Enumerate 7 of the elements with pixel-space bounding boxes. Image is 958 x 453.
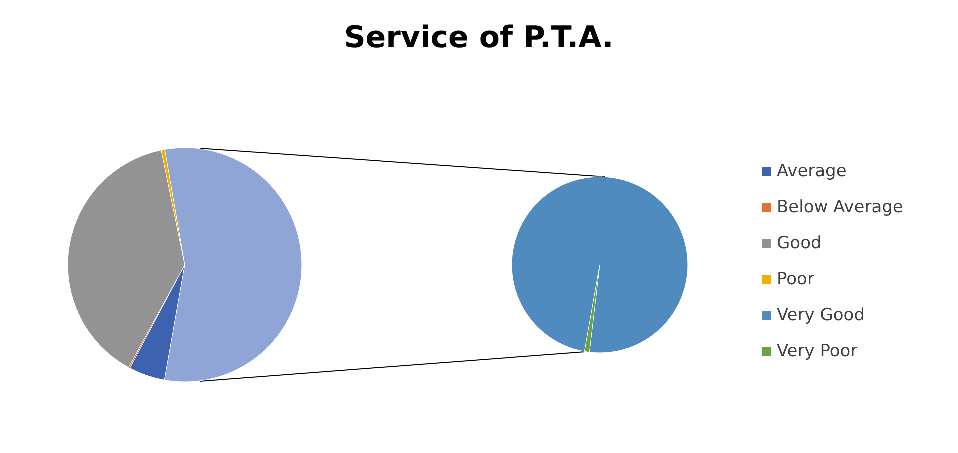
chart-title: Service of P.T.A. [344, 20, 614, 56]
legend-label: Very Good [777, 306, 865, 326]
legend-label: Good [777, 234, 822, 254]
legend-label: Very Poor [777, 342, 858, 362]
legend-label: Poor [777, 270, 814, 290]
legend-label: Average [777, 162, 847, 182]
legend-label: Below Average [777, 198, 904, 218]
